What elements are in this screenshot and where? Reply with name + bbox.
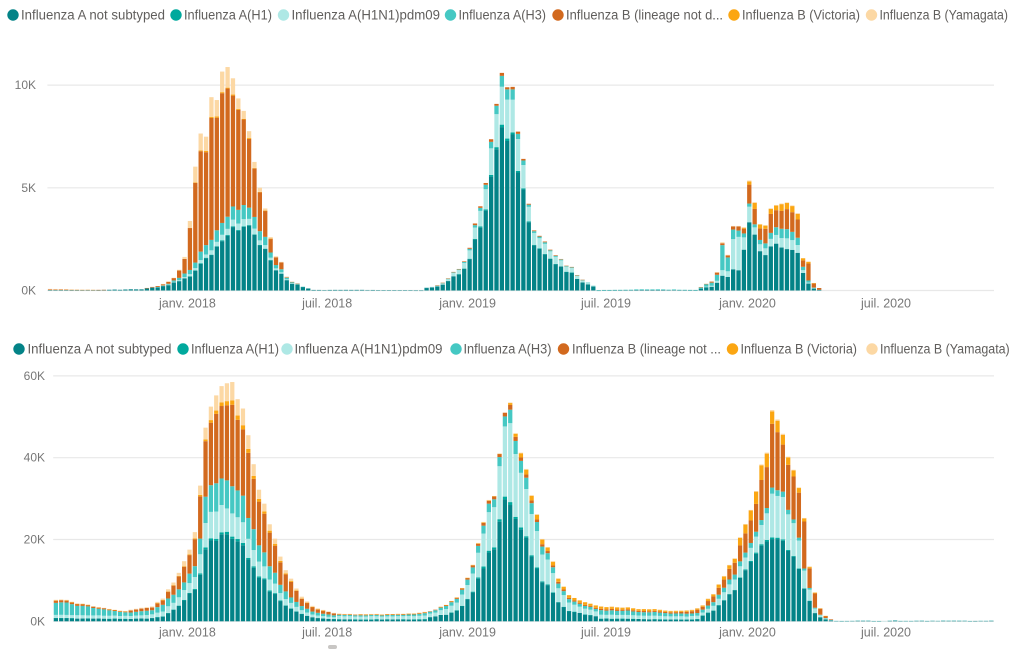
svg-text:Influenza A(H1): Influenza A(H1): [184, 8, 272, 23]
svg-text:Influenza B (Victoria): Influenza B (Victoria): [742, 8, 860, 23]
svg-text:janv. 2020: janv. 2020: [718, 626, 776, 640]
svg-text:juil. 2019: juil. 2019: [580, 626, 631, 640]
svg-text:janv. 2019: janv. 2019: [438, 297, 496, 311]
svg-text:10K: 10K: [15, 78, 36, 92]
svg-text:janv. 2018: janv. 2018: [158, 626, 216, 640]
svg-text:0K: 0K: [21, 284, 36, 298]
svg-text:juil. 2020: juil. 2020: [860, 297, 911, 311]
svg-text:Influenza B (Yamagata): Influenza B (Yamagata): [880, 342, 1010, 357]
svg-text:Influenza A(H1N1)pdm09: Influenza A(H1N1)pdm09: [295, 342, 443, 357]
svg-text:Influenza A not subtyped: Influenza A not subtyped: [28, 342, 172, 357]
svg-text:Influenza A(H1): Influenza A(H1): [191, 342, 279, 357]
svg-text:60K: 60K: [24, 369, 45, 383]
svg-text:Influenza B (lineage not d...: Influenza B (lineage not d...: [566, 8, 723, 23]
svg-text:janv. 2020: janv. 2020: [718, 297, 776, 311]
svg-text:Influenza A(H3): Influenza A(H3): [464, 342, 552, 357]
svg-text:janv. 2019: janv. 2019: [438, 626, 496, 640]
svg-text:0K: 0K: [30, 614, 45, 628]
svg-text:Influenza A not subtyped: Influenza A not subtyped: [21, 8, 165, 23]
svg-text:juil. 2018: juil. 2018: [301, 297, 352, 311]
svg-text:juil. 2020: juil. 2020: [860, 626, 911, 640]
svg-text:20K: 20K: [24, 533, 45, 547]
svg-text:Influenza A(H3): Influenza A(H3): [459, 8, 547, 23]
svg-text:Influenza B (lineage not ...: Influenza B (lineage not ...: [572, 342, 721, 357]
svg-text:5K: 5K: [21, 181, 36, 195]
svg-text:juil. 2019: juil. 2019: [580, 297, 631, 311]
svg-text:Influenza B (Victoria): Influenza B (Victoria): [741, 342, 858, 357]
svg-text:Influenza A(H1N1)pdm09: Influenza A(H1N1)pdm09: [292, 8, 441, 23]
svg-text:juil. 2018: juil. 2018: [301, 626, 352, 640]
svg-text:Influenza B (Yamagata): Influenza B (Yamagata): [880, 8, 1009, 23]
svg-text:janv. 2018: janv. 2018: [158, 297, 216, 311]
svg-text:40K: 40K: [24, 451, 45, 465]
